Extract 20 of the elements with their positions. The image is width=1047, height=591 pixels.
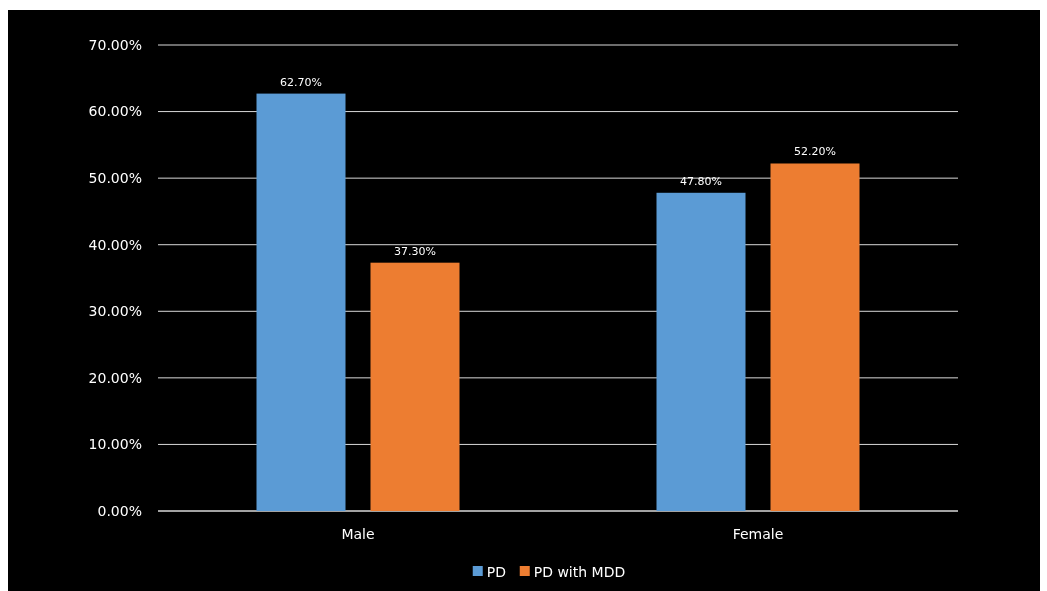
data-label: 52.20% [794,145,836,159]
bar [256,93,346,511]
x-tick-label: Female [732,526,784,542]
legend-label: PD [486,563,506,580]
y-tick-label: 50.00% [88,170,142,187]
y-tick-label: 30.00% [88,303,142,320]
y-tick-label: 20.00% [88,369,142,386]
data-label: 47.80% [680,174,722,188]
y-tick-label: 40.00% [88,236,142,253]
y-tick-label: 0.00% [97,502,142,519]
bar [770,163,860,511]
data-label: 62.70% [280,75,322,89]
legend-label: PD with MDD [533,563,626,580]
bar [370,262,460,511]
x-tick-label: Male [341,526,375,542]
bar [656,192,746,511]
data-label: 37.30% [394,244,436,258]
y-tick-label: 60.00% [88,103,142,120]
y-tick-label: 10.00% [88,436,142,453]
y-tick-label: 70.00% [88,36,142,53]
